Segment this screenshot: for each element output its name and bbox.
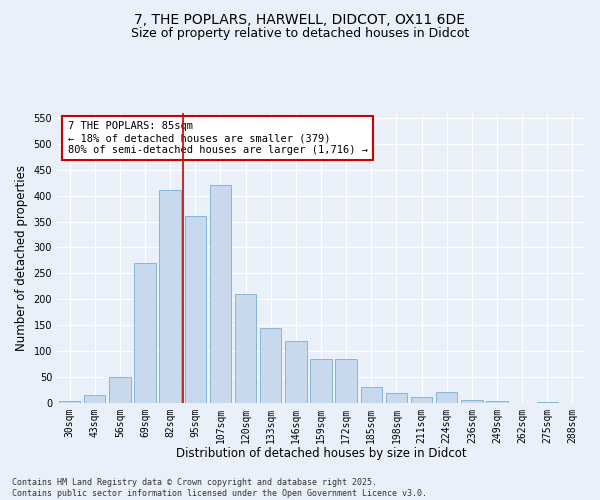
Bar: [84, 395, 106, 402]
Bar: [285, 340, 307, 402]
Bar: [134, 263, 156, 402]
Bar: [109, 377, 131, 402]
Bar: [436, 392, 457, 402]
Bar: [361, 387, 382, 402]
Bar: [210, 186, 231, 402]
Bar: [461, 400, 482, 402]
Bar: [310, 358, 332, 403]
Text: Size of property relative to detached houses in Didcot: Size of property relative to detached ho…: [131, 28, 469, 40]
Bar: [235, 294, 256, 403]
Bar: [487, 401, 508, 402]
Bar: [59, 401, 80, 402]
Y-axis label: Number of detached properties: Number of detached properties: [15, 165, 28, 351]
Bar: [386, 394, 407, 402]
Bar: [260, 328, 281, 402]
X-axis label: Distribution of detached houses by size in Didcot: Distribution of detached houses by size …: [176, 447, 466, 460]
Bar: [160, 190, 181, 402]
Bar: [335, 358, 357, 403]
Text: 7 THE POPLARS: 85sqm
← 18% of detached houses are smaller (379)
80% of semi-deta: 7 THE POPLARS: 85sqm ← 18% of detached h…: [68, 122, 368, 154]
Text: Contains HM Land Registry data © Crown copyright and database right 2025.
Contai: Contains HM Land Registry data © Crown c…: [12, 478, 427, 498]
Bar: [185, 216, 206, 402]
Text: 7, THE POPLARS, HARWELL, DIDCOT, OX11 6DE: 7, THE POPLARS, HARWELL, DIDCOT, OX11 6D…: [134, 12, 466, 26]
Bar: [411, 396, 432, 402]
